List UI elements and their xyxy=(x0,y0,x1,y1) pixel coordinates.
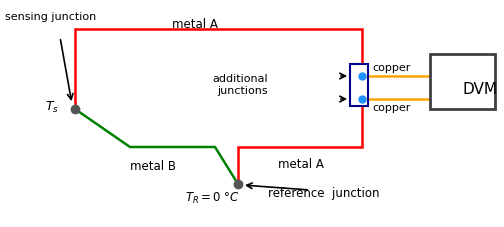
Text: $T_R = 0\ °C$: $T_R = 0\ °C$ xyxy=(185,190,240,205)
Text: DVM: DVM xyxy=(463,82,498,96)
Text: sensing junction: sensing junction xyxy=(5,12,96,22)
Text: additional
junctions: additional junctions xyxy=(212,74,268,95)
Bar xyxy=(430,55,495,109)
Text: $T_s$: $T_s$ xyxy=(45,99,59,114)
Text: metal A: metal A xyxy=(278,157,324,170)
Text: reference  junction: reference junction xyxy=(268,186,380,199)
Text: metal B: metal B xyxy=(130,159,176,172)
Text: copper: copper xyxy=(372,63,410,73)
Bar xyxy=(350,65,368,106)
Text: metal A: metal A xyxy=(172,18,218,31)
Text: copper: copper xyxy=(372,103,410,113)
